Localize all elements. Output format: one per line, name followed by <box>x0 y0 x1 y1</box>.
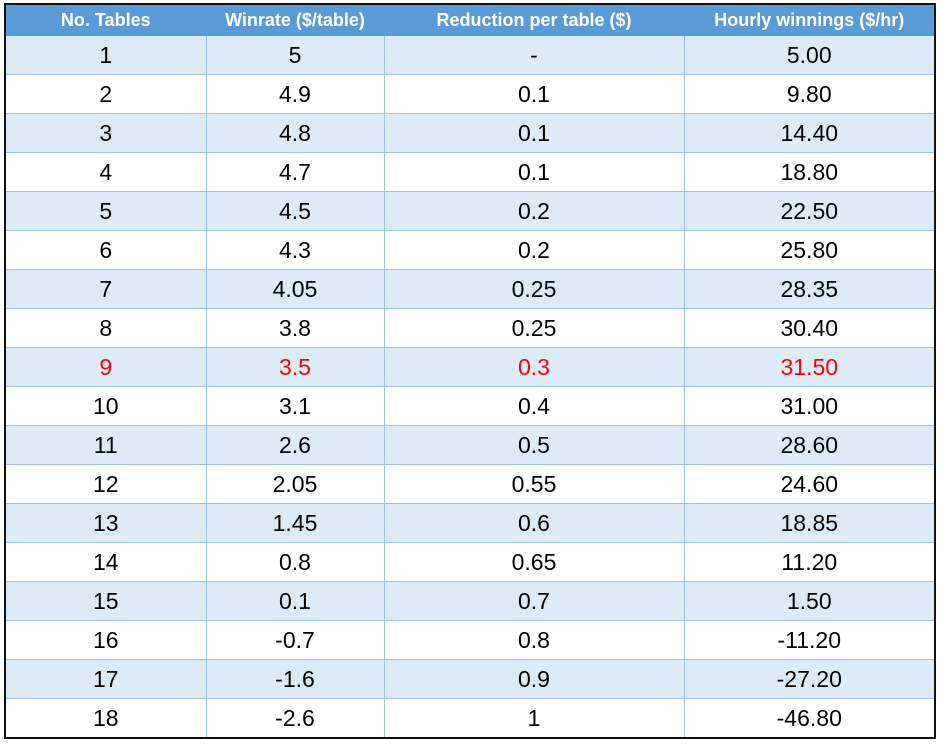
cell-hourly-winnings: -11.20 <box>684 620 934 660</box>
cell-winrate: -0.7 <box>206 620 385 660</box>
cell-hourly-winnings: 31.00 <box>684 386 934 426</box>
cell-winrate: 0.8 <box>206 542 385 582</box>
cell-no-tables: 5 <box>6 191 207 231</box>
table-row: 18 -2.6 1 -46.80 <box>6 698 934 737</box>
cell-no-tables: 11 <box>6 425 207 465</box>
cell-hourly-winnings: 14.40 <box>684 113 934 153</box>
cell-winrate: 3.5 <box>206 347 385 387</box>
cell-hourly-winnings: 25.80 <box>684 230 934 270</box>
cell-winrate: -1.6 <box>206 659 385 699</box>
table-row: 12 2.05 0.55 24.60 <box>6 464 934 504</box>
table-header: No. Tables Winrate ($/table) Reduction p… <box>6 5 934 36</box>
cell-reduction: 0.1 <box>384 152 685 192</box>
cell-reduction: 0.55 <box>384 464 685 504</box>
table-row: 1 5-5.00 <box>6 36 934 75</box>
cell-hourly-winnings: 31.50 <box>684 347 934 387</box>
cell-winrate: 3.8 <box>206 308 385 348</box>
cell-hourly-winnings: 28.60 <box>684 425 934 465</box>
cell-no-tables: 13 <box>6 503 207 543</box>
cell-winrate: 4.7 <box>206 152 385 192</box>
cell-winrate: 2.6 <box>206 425 385 465</box>
table-row: 14 0.8 0.65 11.20 <box>6 542 934 582</box>
cell-no-tables: 1 <box>6 36 207 75</box>
cell-no-tables: 3 <box>6 113 207 153</box>
cell-reduction: 0.9 <box>384 659 685 699</box>
table-row: 5 4.5 0.2 22.50 <box>6 191 934 231</box>
cell-no-tables: 14 <box>6 542 207 582</box>
table-row: 7 4.05 0.25 28.35 <box>6 269 934 309</box>
header-no-tables: No. Tables <box>6 5 207 36</box>
cell-hourly-winnings: 30.40 <box>684 308 934 348</box>
cell-reduction: - <box>384 36 685 75</box>
table-row: 17 -1.6 0.9 -27.20 <box>6 659 934 699</box>
cell-reduction: 0.1 <box>384 113 685 153</box>
cell-winrate: 4.3 <box>206 230 385 270</box>
cell-no-tables: 17 <box>6 659 207 699</box>
cell-no-tables: 7 <box>6 269 207 309</box>
cell-no-tables: 2 <box>6 74 207 114</box>
header-hourly-winnings: Hourly winnings ($/hr) <box>684 5 934 36</box>
table-row: 11 2.6 0.5 28.60 <box>6 425 934 465</box>
table-row: 4 4.7 0.1 18.80 <box>6 152 934 192</box>
cell-no-tables: 8 <box>6 308 207 348</box>
cell-reduction: 0.25 <box>384 308 685 348</box>
cell-reduction: 0.1 <box>384 74 685 114</box>
cell-no-tables: 4 <box>6 152 207 192</box>
cell-no-tables: 18 <box>6 698 207 737</box>
cell-hourly-winnings: -27.20 <box>684 659 934 699</box>
cell-hourly-winnings: 28.35 <box>684 269 934 309</box>
table-row: 10 3.1 0.4 31.00 <box>6 386 934 426</box>
cell-hourly-winnings: 18.85 <box>684 503 934 543</box>
cell-winrate: 4.8 <box>206 113 385 153</box>
cell-winrate: 4.5 <box>206 191 385 231</box>
cell-winrate: 3.1 <box>206 386 385 426</box>
cell-hourly-winnings: 1.50 <box>684 581 934 621</box>
cell-winrate: -2.6 <box>206 698 385 737</box>
cell-hourly-winnings: 22.50 <box>684 191 934 231</box>
cell-no-tables: 6 <box>6 230 207 270</box>
table-row: 13 1.45 0.6 18.85 <box>6 503 934 543</box>
cell-winrate: 5 <box>206 36 385 75</box>
cell-reduction: 0.65 <box>384 542 685 582</box>
table-row: 3 4.8 0.1 14.40 <box>6 113 934 153</box>
cell-hourly-winnings: 9.80 <box>684 74 934 114</box>
cell-reduction: 0.6 <box>384 503 685 543</box>
cell-winrate: 2.05 <box>206 464 385 504</box>
header-reduction: Reduction per table ($) <box>384 5 685 36</box>
cell-winrate: 4.9 <box>206 74 385 114</box>
table-row: 15 0.1 0.7 1.50 <box>6 581 934 621</box>
cell-hourly-winnings: -46.80 <box>684 698 934 737</box>
cell-hourly-winnings: 18.80 <box>684 152 934 192</box>
cell-winrate: 4.05 <box>206 269 385 309</box>
cell-no-tables: 15 <box>6 581 207 621</box>
cell-no-tables: 16 <box>6 620 207 660</box>
table-body: 1 5-5.00 2 4.9 0.1 9.80 3 4.8 0.1 14.40 4 4.7 0.1 18.… <box>6 36 934 737</box>
cell-reduction: 0.2 <box>384 230 685 270</box>
cell-no-tables: 10 <box>6 386 207 426</box>
table-row-highlighted: 9 3.5 0.3 31.50 <box>6 347 934 387</box>
cell-no-tables: 9 <box>6 347 207 387</box>
cell-reduction: 0.3 <box>384 347 685 387</box>
winrate-table: No. Tables Winrate ($/table) Reduction p… <box>6 5 934 737</box>
cell-reduction: 0.8 <box>384 620 685 660</box>
cell-hourly-winnings: 5.00 <box>684 36 934 75</box>
table-row: 16 -0.7 0.8 -11.20 <box>6 620 934 660</box>
cell-winrate: 1.45 <box>206 503 385 543</box>
cell-reduction: 0.2 <box>384 191 685 231</box>
table-row: 6 4.3 0.2 25.80 <box>6 230 934 270</box>
cell-reduction: 0.5 <box>384 425 685 465</box>
cell-reduction: 0.7 <box>384 581 685 621</box>
cell-reduction: 1 <box>384 698 685 737</box>
cell-hourly-winnings: 11.20 <box>684 542 934 582</box>
header-row: No. Tables Winrate ($/table) Reduction p… <box>6 5 934 36</box>
header-winrate: Winrate ($/table) <box>206 5 385 36</box>
winrate-table-frame: No. Tables Winrate ($/table) Reduction p… <box>4 3 936 739</box>
cell-no-tables: 12 <box>6 464 207 504</box>
cell-reduction: 0.25 <box>384 269 685 309</box>
cell-winrate: 0.1 <box>206 581 385 621</box>
cell-reduction: 0.4 <box>384 386 685 426</box>
table-row: 8 3.8 0.25 30.40 <box>6 308 934 348</box>
table-row: 2 4.9 0.1 9.80 <box>6 74 934 114</box>
cell-hourly-winnings: 24.60 <box>684 464 934 504</box>
